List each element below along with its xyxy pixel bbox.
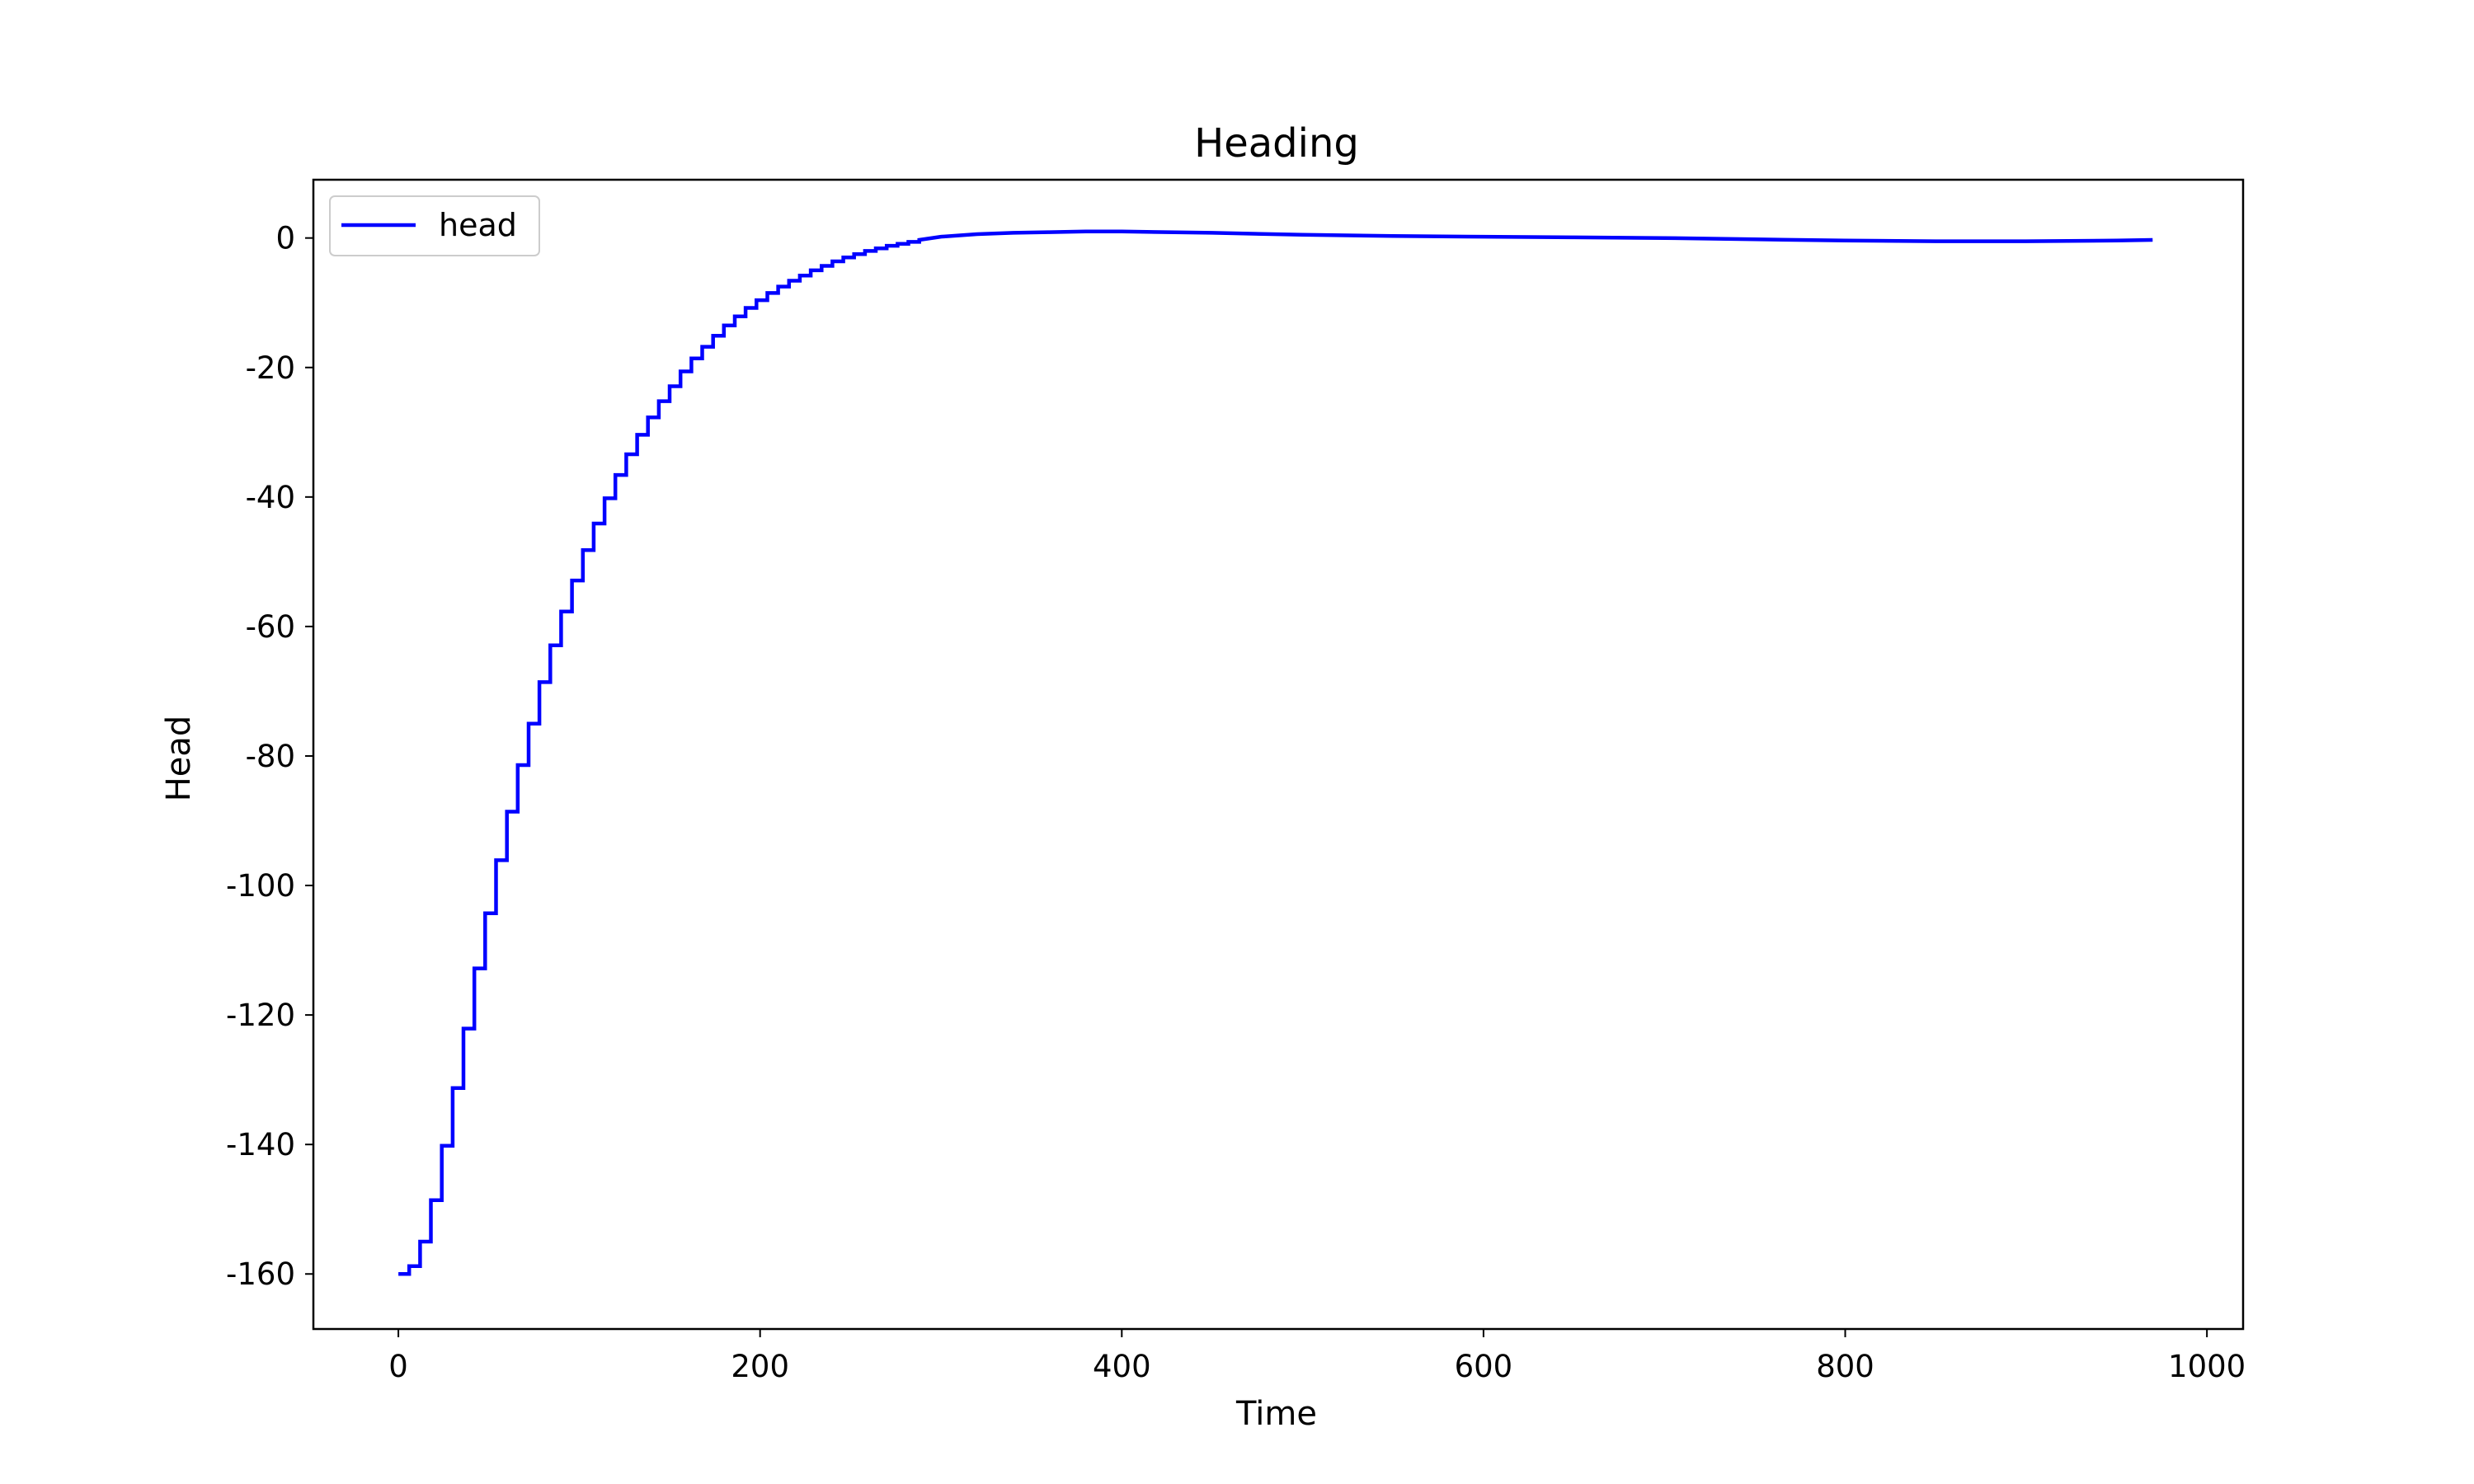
legend-label-head: head <box>439 207 517 243</box>
y-tick-label: -120 <box>226 998 295 1033</box>
y-tick-label: -100 <box>226 868 295 904</box>
y-tick-label: 0 <box>275 221 295 256</box>
x-tick-label: 1000 <box>2168 1349 2246 1384</box>
y-axis-ticks: 0 -20 -40 -60 -80 -100 -120 -140 -160 <box>226 221 313 1292</box>
x-tick-label: 800 <box>1816 1349 1874 1384</box>
series-line-head <box>398 229 2153 1276</box>
y-axis-title: Head <box>160 716 198 802</box>
chart-title: Heading <box>1194 120 1359 167</box>
y-tick-label: -80 <box>246 739 295 774</box>
x-tick-label: 0 <box>388 1349 408 1384</box>
x-tick-label: 600 <box>1455 1349 1513 1384</box>
y-tick-label: -160 <box>226 1256 295 1292</box>
legend: head <box>329 195 540 256</box>
x-tick-label: 400 <box>1093 1349 1151 1384</box>
y-tick-label: -60 <box>246 609 295 645</box>
x-axis-title: Time <box>1235 1395 1317 1433</box>
plot-area <box>398 229 2153 1276</box>
legend-box <box>329 195 540 256</box>
y-tick-label: -40 <box>246 480 295 515</box>
x-tick-label: 200 <box>731 1349 789 1384</box>
x-axis-ticks: 0 200 400 600 800 1000 <box>388 1329 2246 1384</box>
y-tick-label: -140 <box>226 1127 295 1162</box>
y-tick-label: -20 <box>246 350 295 386</box>
plot-frame <box>312 178 2245 1331</box>
